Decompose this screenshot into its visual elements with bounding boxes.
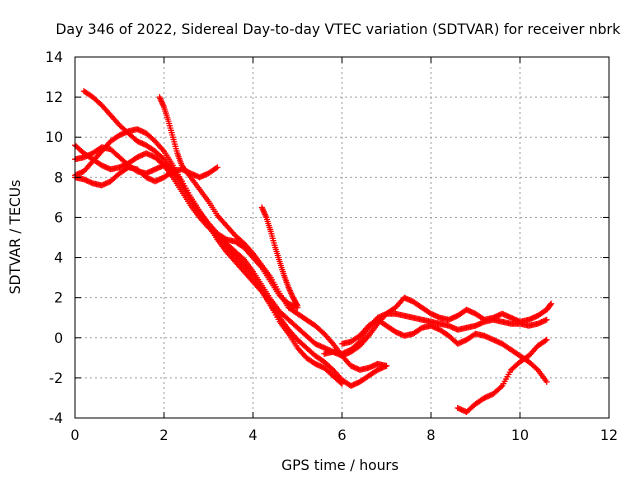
data-point (293, 301, 300, 308)
y-tick-label: -4 (49, 411, 63, 427)
y-tick-label: 6 (54, 210, 63, 226)
chart-title: Day 346 of 2022, Sidereal Day-to-day VTE… (56, 22, 622, 38)
y-tick-label: 10 (45, 130, 63, 146)
series-track-2 (72, 142, 550, 357)
series-track-9 (339, 316, 550, 385)
series-track-8 (321, 294, 555, 359)
data-point (497, 384, 504, 391)
data-point (337, 379, 344, 386)
x-tick-label: 12 (600, 428, 618, 444)
x-axis-title: GPS time / hours (281, 458, 398, 474)
data-point (543, 316, 550, 323)
data-point (547, 301, 554, 308)
data-point (214, 164, 221, 171)
x-tick-label: 8 (427, 428, 436, 444)
series-track-10 (454, 336, 550, 415)
y-tick-label: 12 (45, 90, 63, 106)
series-track-6 (72, 144, 345, 387)
y-tick-label: 2 (54, 291, 63, 307)
y-tick-label: -2 (49, 371, 63, 387)
y-tick-label: 0 (54, 331, 63, 347)
data-point (542, 337, 549, 344)
data-markers (72, 88, 555, 415)
x-tick-label: 10 (511, 428, 529, 444)
y-tick-label: 4 (54, 251, 63, 267)
x-tick-label: 2 (160, 428, 169, 444)
data-point (339, 380, 345, 387)
y-tick-label: 14 (45, 50, 63, 66)
x-tick-label: 4 (249, 428, 258, 444)
data-point (543, 336, 550, 343)
data-point (294, 302, 301, 309)
x-tick-label: 0 (71, 428, 80, 444)
y-tick-label: 8 (54, 170, 63, 186)
axes: 0 2 4 6 8 10 12 -4 -2 0 2 4 6 8 10 12 14 (45, 50, 618, 444)
series-track-3 (80, 88, 390, 389)
series-track-7 (258, 204, 301, 309)
data-point (543, 378, 550, 385)
x-tick-label: 6 (338, 428, 347, 444)
data-point (383, 362, 390, 369)
data-point (213, 165, 220, 172)
data-point (548, 300, 555, 307)
y-axis-title: SDTVAR / TECUs (8, 180, 24, 295)
